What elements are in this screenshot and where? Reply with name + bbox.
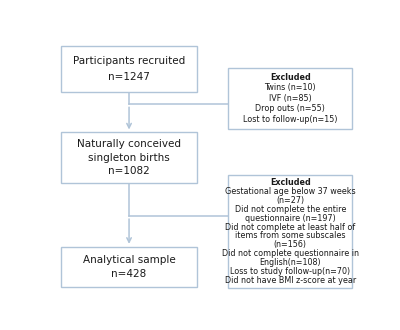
Text: (n=156): (n=156) [274, 240, 307, 249]
Text: Excluded: Excluded [270, 178, 311, 187]
Text: Participants recruited: Participants recruited [73, 56, 185, 66]
Text: (n=27): (n=27) [276, 196, 304, 205]
FancyBboxPatch shape [61, 46, 197, 92]
Text: questionnaire (n=197): questionnaire (n=197) [245, 214, 336, 223]
Text: n=1082: n=1082 [108, 166, 150, 176]
Text: Analytical sample: Analytical sample [83, 255, 176, 265]
Text: English(n=108): English(n=108) [260, 258, 321, 267]
Text: Gestational age below 37 weeks: Gestational age below 37 weeks [225, 187, 356, 196]
FancyBboxPatch shape [61, 132, 197, 183]
Text: IVF (n=85): IVF (n=85) [269, 93, 312, 103]
Text: Did not complete at least half of: Did not complete at least half of [225, 222, 355, 232]
Text: Twins (n=10): Twins (n=10) [264, 83, 316, 92]
Text: items from some subscales: items from some subscales [235, 231, 346, 240]
Text: Lost to follow-up(n=15): Lost to follow-up(n=15) [243, 115, 338, 123]
Text: Did not complete the entire: Did not complete the entire [234, 205, 346, 214]
Text: Naturally conceived: Naturally conceived [77, 139, 181, 149]
FancyBboxPatch shape [228, 175, 352, 288]
Text: n=1247: n=1247 [108, 72, 150, 82]
FancyBboxPatch shape [228, 68, 352, 129]
Text: Loss to study follow-up(n=70): Loss to study follow-up(n=70) [230, 267, 350, 276]
Text: Excluded: Excluded [270, 73, 311, 82]
Text: singleton births: singleton births [88, 153, 170, 163]
Text: Drop outs (n=55): Drop outs (n=55) [255, 104, 325, 113]
FancyBboxPatch shape [61, 247, 197, 287]
Text: Did not complete questionnaire in: Did not complete questionnaire in [222, 249, 359, 258]
Text: Did not have BMI z-score at year: Did not have BMI z-score at year [225, 276, 356, 284]
Text: n=428: n=428 [112, 269, 147, 279]
